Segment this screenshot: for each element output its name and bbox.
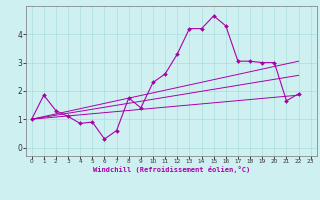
X-axis label: Windchill (Refroidissement éolien,°C): Windchill (Refroidissement éolien,°C) bbox=[92, 166, 250, 173]
